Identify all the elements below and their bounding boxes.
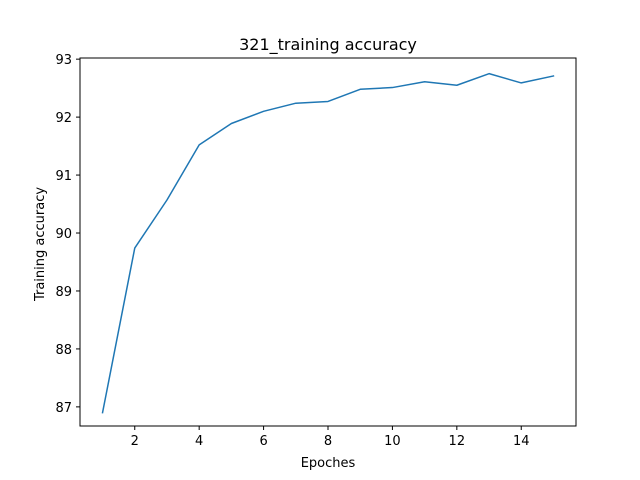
data-point [359,88,361,90]
data-point [231,123,233,125]
y-tick-label: 92 [55,111,72,126]
x-tick-label: 14 [513,434,530,449]
x-tick-label: 6 [259,434,267,449]
data-point [424,81,426,83]
data-point [456,84,458,86]
y-tick-label: 90 [55,227,72,242]
x-tick-label: 8 [324,434,332,449]
y-tick-label: 87 [55,401,72,416]
x-tick-label: 10 [384,434,401,449]
x-axis-label: Epoches [301,456,356,471]
data-point [102,412,104,414]
chart-title: 321_training accuracy [239,35,417,55]
series-line [101,72,555,414]
data-point [520,82,522,84]
x-tick-label: 4 [195,434,203,449]
data-point [263,111,265,113]
data-point [488,73,490,75]
y-axis-label: Training accuracy [33,187,48,302]
plot-area: 2 4 6 8 10 12 14 87 88 89 90 91 92 93 [55,53,577,449]
axes-frame [79,57,577,427]
y-tick-label: 89 [55,285,72,300]
data-point [198,144,200,146]
data-point [553,75,555,77]
y-tick-label: 88 [55,343,72,358]
x-tick-label: 12 [449,434,466,449]
data-point [166,199,168,201]
y-tick-label: 91 [55,169,72,184]
x-tick-label: 2 [131,434,139,449]
data-point [327,101,329,103]
y-tick-label: 93 [55,53,72,68]
data-point [134,247,136,249]
data-point [392,87,394,89]
data-point [295,102,297,104]
